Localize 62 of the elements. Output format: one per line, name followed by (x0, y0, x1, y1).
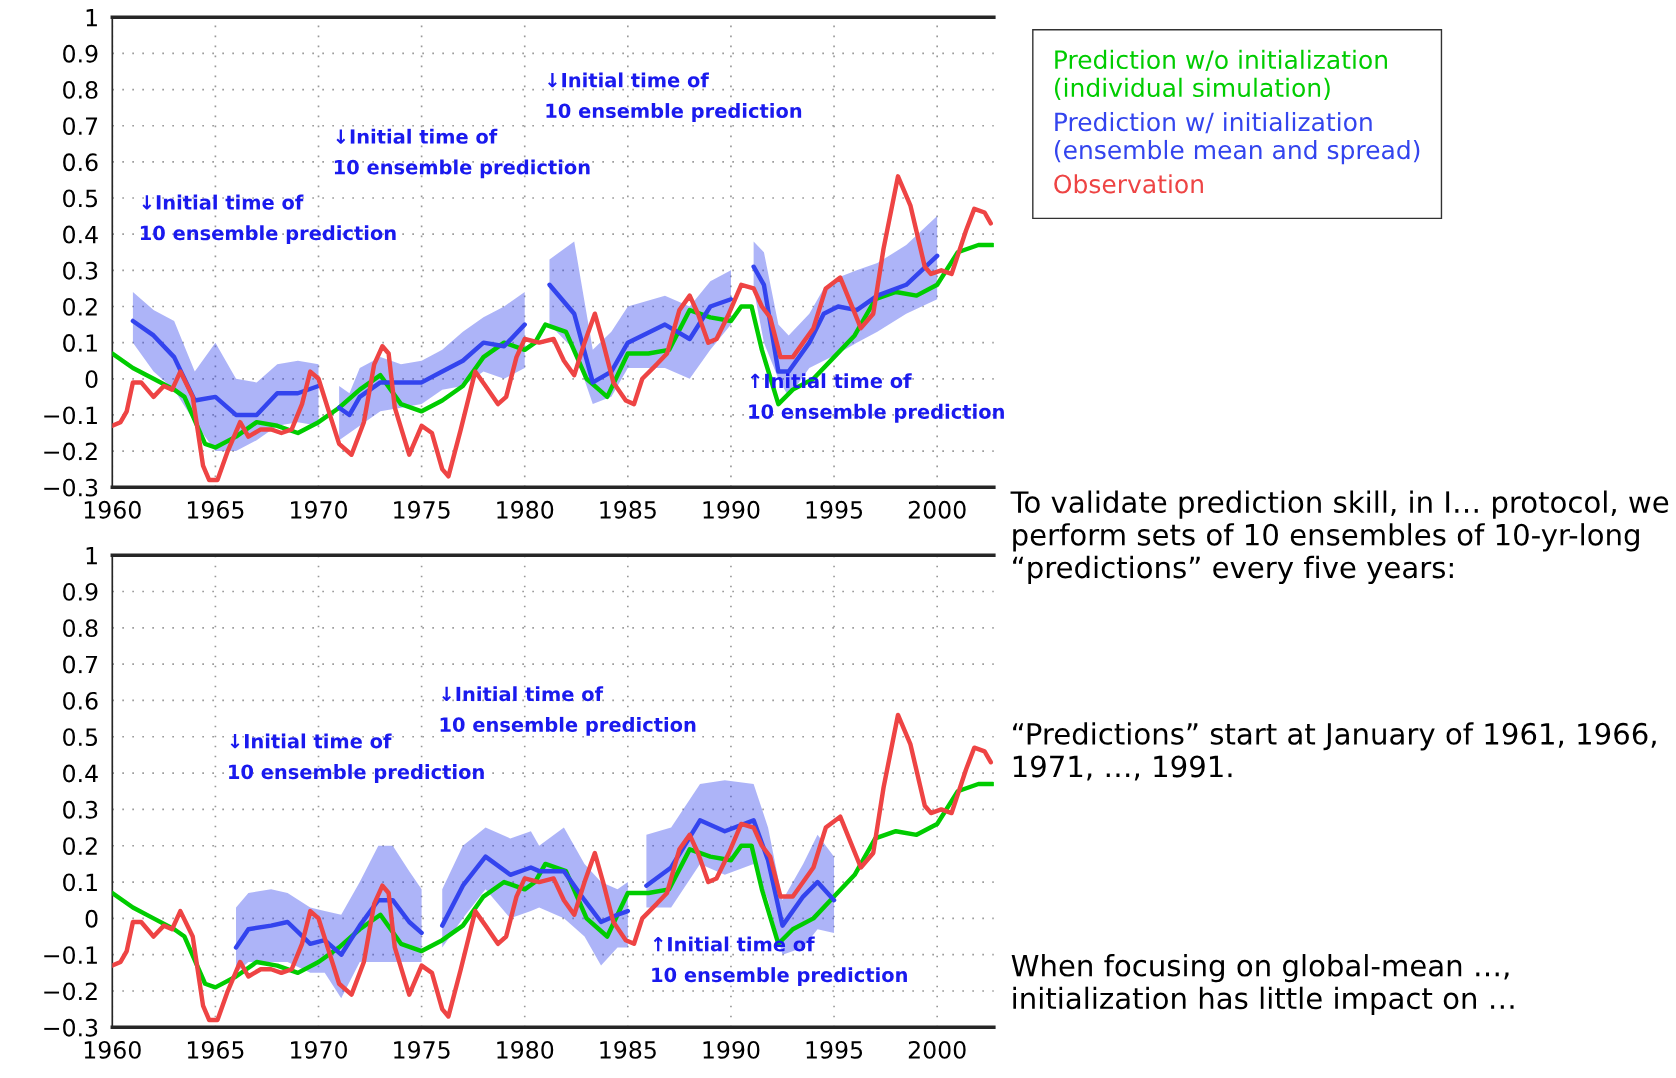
x-tick-label: 1965 (187, 500, 244, 519)
text: Prediction w/o initialization (individual simulation) (1054, 49, 1387, 101)
annotation: ↓Initial time of 10 ensemble prediction (334, 128, 590, 179)
y-tick-label: −0.1 (44, 406, 97, 425)
text: When focusing on global-mean …, initialization has little impact on … (1011, 954, 1514, 1015)
annotation: ↑Initial time of 10 ensemble prediction (652, 936, 907, 986)
x-tick-label: 1990 (703, 1040, 760, 1059)
x-tick-label: 1975 (394, 1040, 450, 1059)
x-tick-label: 1965 (187, 1040, 244, 1059)
x-tick-label: 2000 (908, 500, 966, 519)
y-tick-label: 0.2 (63, 297, 97, 316)
annotation: ↓Initial time of 10 ensemble prediction (546, 72, 802, 122)
y-tick-label: −0.1 (44, 946, 97, 964)
y-tick-label: 0.7 (63, 117, 98, 136)
y-tick-label: 0.5 (63, 189, 98, 208)
y-tick-label: 0 (85, 909, 98, 928)
y-tick-label: 0.9 (63, 44, 98, 63)
y-tick-label: 0.3 (63, 261, 98, 280)
y-tick-label: −0.2 (44, 982, 97, 1001)
y-tick-label: −0.2 (44, 442, 97, 461)
text: “Predictions” start at January of 1961, 1966, 1971, …, 1991. (1013, 722, 1656, 781)
y-tick-label: 0.8 (63, 81, 98, 99)
text: Observation (1054, 174, 1203, 194)
x-tick-label: 1960 (84, 500, 141, 519)
line-series (336, 322, 527, 418)
line-series (547, 282, 734, 385)
x-tick-label: 1975 (394, 500, 450, 519)
x-tick-label: 1970 (291, 500, 347, 519)
y-tick-label: 0 (85, 370, 98, 389)
x-tick-label: 1980 (497, 500, 554, 519)
y-tick-label: 0.1 (63, 873, 97, 892)
x-tick-label: 1980 (497, 1040, 554, 1059)
x-tick-label: 2000 (908, 1040, 966, 1059)
x-tick-label: 1995 (806, 1040, 863, 1059)
x-tick-label: 1990 (703, 500, 760, 519)
y-tick-label: −0.3 (44, 1018, 98, 1037)
x-tick-label: 1970 (291, 1040, 347, 1059)
y-tick-label: 0.7 (63, 655, 98, 674)
y-tick-label: 0.3 (63, 800, 98, 819)
y-tick-label: 0.6 (63, 691, 98, 710)
y-tick-label: 0.6 (63, 153, 98, 172)
y-tick-label: 0.4 (63, 225, 98, 244)
y-tick-label: 0.5 (63, 728, 98, 747)
y-tick-label: 0.1 (63, 334, 97, 352)
x-tick-label: 1995 (806, 500, 863, 519)
x-tick-label: 1985 (600, 500, 656, 519)
annotation: ↓Initial time of 10 ensemble prediction (440, 686, 696, 736)
line-series (112, 712, 993, 1023)
x-tick-label: 1985 (600, 1040, 656, 1059)
y-tick-label: −0.3 (44, 478, 98, 497)
text: To validate prediction skill, in I… protocol, we perform sets of 10 ensembles of 10-yr-long “predictions” every five years: (1010, 490, 1669, 585)
y-tick-label: 0.4 (63, 764, 98, 783)
annotation: ↓Initial time of 10 ensemble prediction (229, 733, 484, 783)
y-tick-label: 1 (86, 546, 97, 565)
y-tick-label: 0.9 (63, 582, 98, 601)
line-series (440, 854, 631, 928)
annotation: ↓Initial time of 10 ensemble prediction (140, 194, 396, 245)
x-tick-label: 1960 (84, 1040, 141, 1059)
text: Prediction w/ initialization (ensemble mean and spread) (1054, 111, 1420, 165)
y-tick-label: 0.8 (63, 619, 98, 638)
y-tick-label: 1 (86, 9, 97, 27)
y-tick-label: 0.2 (63, 837, 97, 856)
